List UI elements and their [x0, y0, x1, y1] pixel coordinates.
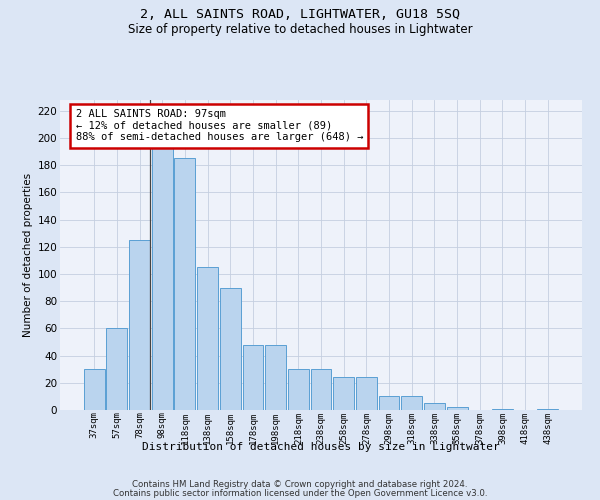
Bar — [265, 344, 286, 410]
Bar — [401, 396, 422, 410]
Text: Contains HM Land Registry data © Crown copyright and database right 2024.: Contains HM Land Registry data © Crown c… — [132, 480, 468, 489]
Bar — [152, 118, 173, 410]
Y-axis label: Number of detached properties: Number of detached properties — [23, 173, 34, 337]
Bar — [129, 240, 150, 410]
Bar — [446, 408, 467, 410]
Bar — [492, 408, 513, 410]
Bar — [197, 267, 218, 410]
Bar — [84, 369, 104, 410]
Bar — [379, 396, 400, 410]
Text: Distribution of detached houses by size in Lightwater: Distribution of detached houses by size … — [142, 442, 500, 452]
Text: Contains public sector information licensed under the Open Government Licence v3: Contains public sector information licen… — [113, 489, 487, 498]
Bar — [175, 158, 196, 410]
Text: Size of property relative to detached houses in Lightwater: Size of property relative to detached ho… — [128, 22, 472, 36]
Bar — [311, 369, 331, 410]
Bar — [106, 328, 127, 410]
Text: 2, ALL SAINTS ROAD, LIGHTWATER, GU18 5SQ: 2, ALL SAINTS ROAD, LIGHTWATER, GU18 5SQ — [140, 8, 460, 20]
Text: 2 ALL SAINTS ROAD: 97sqm
← 12% of detached houses are smaller (89)
88% of semi-d: 2 ALL SAINTS ROAD: 97sqm ← 12% of detach… — [76, 110, 363, 142]
Bar — [220, 288, 241, 410]
Bar — [538, 408, 558, 410]
Bar — [356, 378, 377, 410]
Bar — [242, 344, 263, 410]
Bar — [333, 378, 354, 410]
Bar — [288, 369, 309, 410]
Bar — [424, 403, 445, 410]
